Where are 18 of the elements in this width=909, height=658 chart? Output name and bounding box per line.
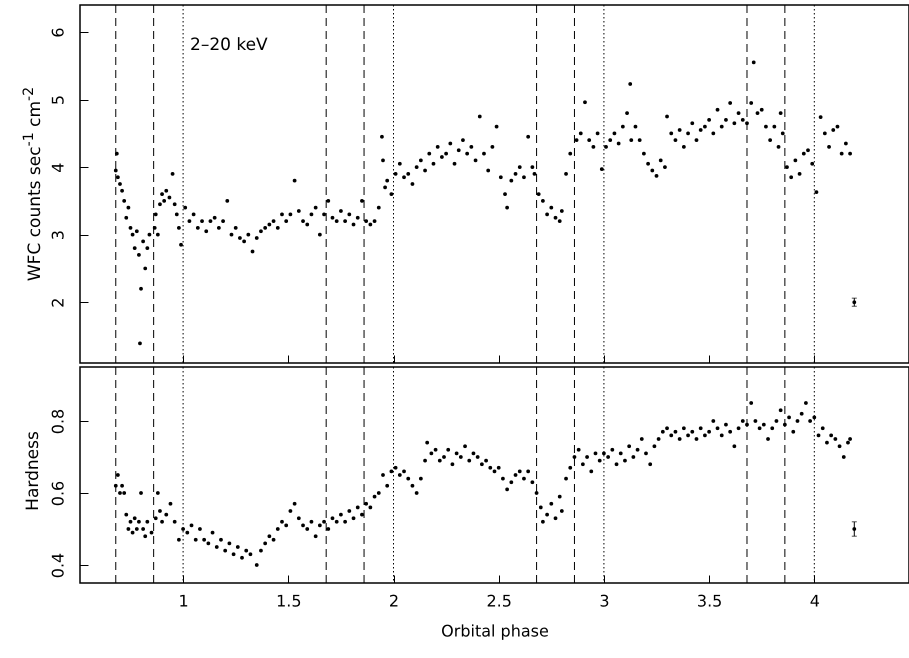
y-tick-label: 2 bbox=[48, 298, 68, 308]
x-axis-title: Orbital phase bbox=[441, 622, 549, 640]
y-tick-label: 0.4 bbox=[48, 552, 68, 578]
annotation: 2–20 keV bbox=[190, 35, 268, 55]
x-tick-label: 2 bbox=[388, 592, 400, 610]
y-tick-label: 3 bbox=[48, 230, 68, 240]
x-tick-label: 1.5 bbox=[276, 592, 302, 610]
x-tick-label: 1 bbox=[178, 592, 189, 610]
y-axis-title: Hardness bbox=[23, 431, 43, 511]
x-tick-label: 2.5 bbox=[486, 592, 512, 610]
x-tick-label: 3 bbox=[599, 592, 610, 610]
y-tick-label: 0.6 bbox=[48, 480, 68, 506]
y-tick-label: 0.8 bbox=[48, 408, 68, 434]
y-tick-label: 5 bbox=[48, 94, 68, 106]
y-tick-label: 4 bbox=[48, 162, 68, 173]
x-tick-label: 3.5 bbox=[696, 592, 722, 610]
x-tick-label: 4 bbox=[810, 592, 820, 610]
y-tick-label: 6 bbox=[48, 27, 68, 38]
